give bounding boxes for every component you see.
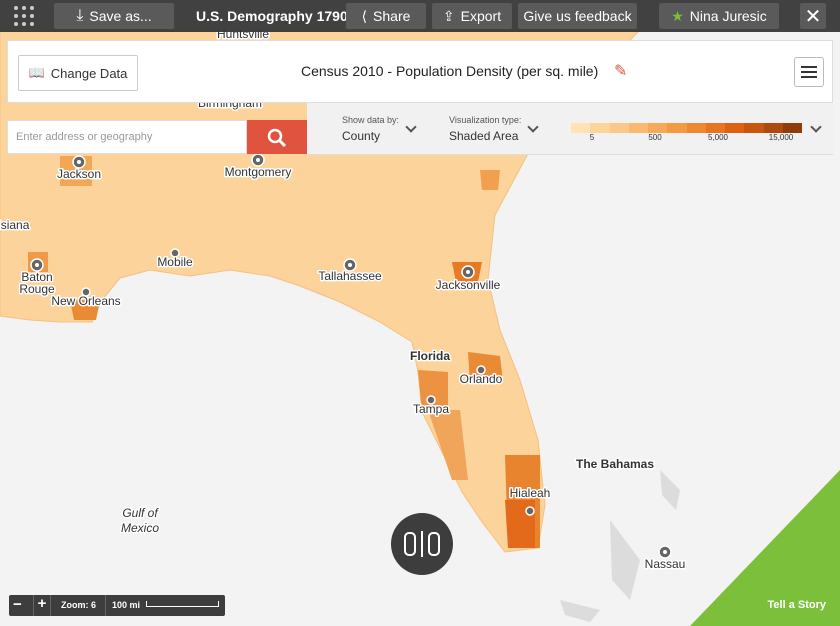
map-label: Baton: [21, 270, 52, 284]
legend-swatch: [763, 123, 783, 133]
legend-swatch: [667, 123, 687, 133]
legend-swatch: [705, 123, 725, 133]
zoom-control: − + Zoom: 6 100 mi: [9, 595, 225, 616]
map-label: Nassau: [645, 557, 686, 571]
dropdown-arrow[interactable]: [810, 121, 822, 133]
search-icon: [267, 128, 287, 148]
map-label: Jackson: [57, 167, 101, 181]
toolbar: ⤓ Save as... U.S. Demography 1790 to ⟨ Sha…: [0, 0, 840, 32]
city-dot: [170, 248, 180, 258]
show-by-value[interactable]: County: [342, 129, 381, 143]
dropdown-arrow[interactable]: [527, 121, 539, 133]
user-button[interactable]: ★ Nina Juresic: [659, 3, 779, 29]
search-box[interactable]: Enter address or geography: [7, 120, 247, 154]
map-label: Tallahassee: [318, 269, 382, 283]
share-label: Share: [373, 8, 411, 24]
city-star-center: [663, 550, 667, 554]
export-button[interactable]: ⇪ Export: [432, 3, 512, 29]
change-data-label: Change Data: [50, 65, 128, 81]
islands: [560, 470, 680, 622]
story-label[interactable]: Tell a Story: [768, 599, 827, 611]
swipe-icon: [428, 532, 440, 556]
map-label: New Orleans: [51, 294, 120, 308]
map-label: Jacksonville: [436, 278, 501, 292]
city-star-center: [348, 263, 352, 267]
save-button[interactable]: ⤓ Save as...: [54, 3, 174, 29]
legend-scale: [571, 123, 802, 133]
story-title: U.S. Demography 1790 to: [196, 8, 365, 24]
dropdown-arrow[interactable]: [405, 121, 417, 133]
controls-bar: Show data by: County Visualization type:…: [307, 103, 833, 155]
legend-label: 5: [589, 133, 595, 142]
map-label: Rouge: [19, 282, 55, 296]
search-button[interactable]: [247, 120, 307, 154]
city-dot: [476, 365, 486, 375]
close-button[interactable]: ✕: [800, 3, 826, 29]
legend-swatch: [590, 123, 610, 133]
legend-swatch: [628, 123, 648, 133]
story-corner: [690, 470, 840, 626]
map-label: Mexico: [121, 521, 159, 535]
save-label: Save as...: [89, 8, 152, 24]
map-label: Gulf of: [122, 506, 159, 520]
zoom-in[interactable]: +: [33, 595, 51, 616]
share-button[interactable]: ⟨ Share: [346, 3, 426, 29]
legend-swatch: [609, 123, 629, 133]
legend-swatch: [648, 123, 668, 133]
map-label: Hialeah: [510, 486, 551, 500]
map-label: Tampa: [413, 402, 449, 416]
land: [0, 29, 642, 553]
map-label: Florida: [410, 349, 450, 363]
scale-bar: [146, 601, 219, 607]
edit-icon[interactable]: ✎: [614, 63, 628, 80]
map-label: Louisiana: [0, 218, 30, 232]
city-star-center: [256, 158, 260, 162]
search-placeholder: Enter address or geography: [16, 131, 153, 143]
legend-labels: 5 500 5,000 15,000: [571, 133, 802, 145]
map-label: Montgomery: [225, 165, 292, 179]
swipe-icon: [404, 532, 416, 556]
export-label: Export: [460, 8, 502, 24]
feedback-button[interactable]: Give us feedback: [518, 3, 637, 29]
zoom-level: Zoom: 6: [61, 600, 96, 610]
city-dot: [525, 506, 535, 516]
legend-label: 15,000: [768, 133, 794, 142]
legend-swatch: [782, 123, 802, 133]
map-title: Census 2010 - Population Density (per sq…: [301, 63, 599, 79]
menu-button[interactable]: [794, 57, 824, 87]
viz-label: Visualization type:: [449, 115, 522, 125]
legend-label: 5,000: [707, 133, 729, 142]
legend-label: 500: [648, 133, 662, 142]
city-star-center: [77, 160, 81, 164]
legend-swatch: [725, 123, 745, 133]
map-label: The Bahamas: [576, 457, 654, 471]
header-panel: 📖 Change Data Census 2010 - Population De…: [7, 40, 833, 103]
city-star-center: [35, 263, 39, 267]
city-dot: [426, 395, 436, 405]
city-dot: [81, 287, 91, 297]
legend-swatch: [686, 123, 706, 133]
zoom-out[interactable]: −: [13, 596, 22, 613]
city-star-center: [466, 270, 470, 274]
user-name: Nina Juresic: [689, 8, 767, 24]
map-label: Mobile: [157, 255, 193, 269]
legend-swatch: [744, 123, 764, 133]
legend-swatch: [571, 123, 591, 133]
map-label: Orlando: [460, 372, 503, 386]
show-by-label: Show data by:: [342, 115, 400, 125]
apps-icon[interactable]: [12, 5, 36, 27]
feedback-label: Give us feedback: [523, 8, 632, 24]
change-data-button[interactable]: 📖 Change Data: [18, 55, 138, 91]
viz-value[interactable]: Shaded Area: [449, 129, 519, 143]
scale-label: 100 mi: [112, 600, 141, 610]
